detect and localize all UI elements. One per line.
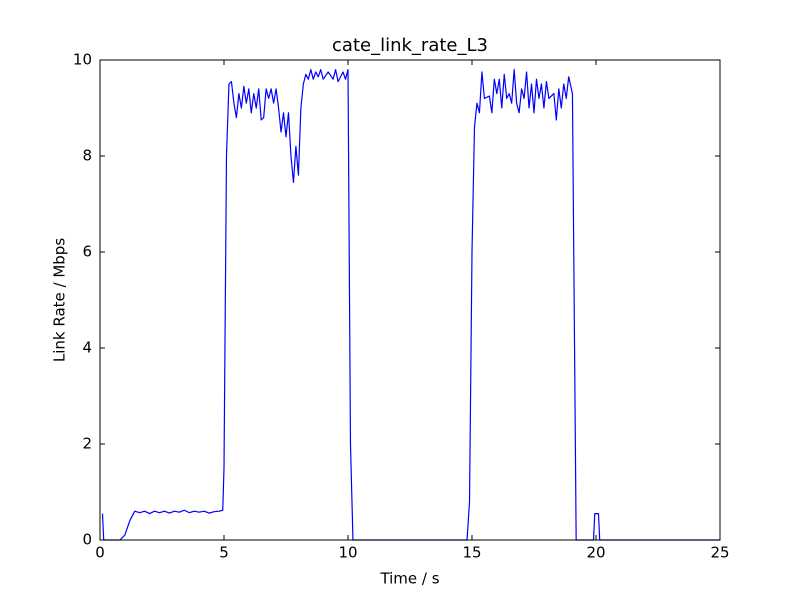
x-tick-label: 20 <box>586 544 605 562</box>
y-tick-label: 6 <box>82 243 92 261</box>
y-tick-label: 10 <box>73 51 92 69</box>
y-tick-label: 8 <box>82 147 92 165</box>
x-tick-label: 10 <box>338 544 357 562</box>
y-tick-label: 4 <box>82 339 92 357</box>
chart-title: cate_link_rate_L3 <box>332 35 488 56</box>
plot-frame <box>99 59 721 541</box>
y-tick-label: 2 <box>82 435 92 453</box>
y-tick-label: 0 <box>82 531 92 549</box>
y-axis-label: Link Rate / Mbps <box>51 238 69 362</box>
x-tick-label: 5 <box>219 544 229 562</box>
x-tick-label: 0 <box>95 544 105 562</box>
x-tick-label: 15 <box>462 544 481 562</box>
data-line <box>101 69 720 541</box>
x-tick-label: 25 <box>710 544 729 562</box>
x-axis-label: Time / s <box>379 570 439 588</box>
